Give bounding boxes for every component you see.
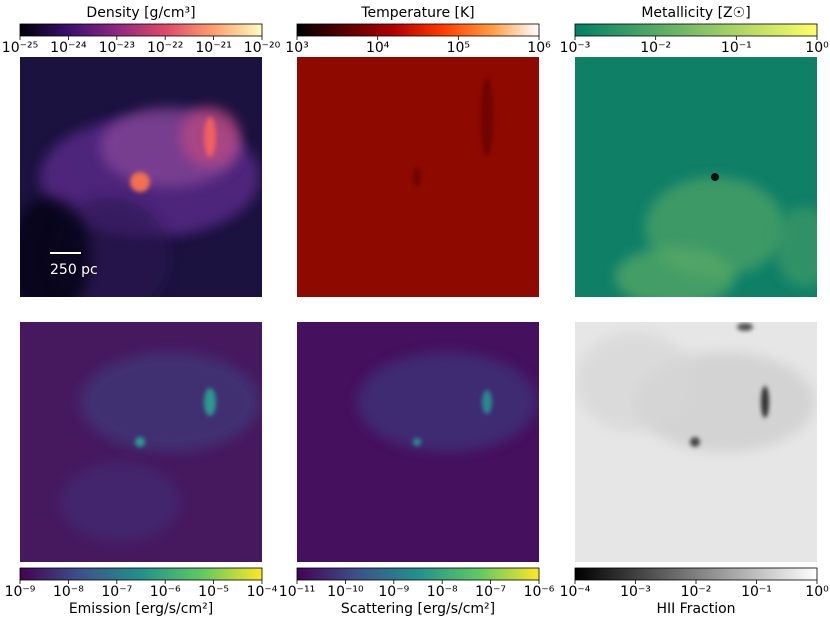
colorbar-label: Metallicity [Z☉]	[641, 5, 750, 21]
image-panel	[575, 322, 817, 562]
colorbar	[574, 567, 818, 581]
image-feature	[711, 173, 719, 181]
colorbar-tick-label: 10⁻²⁰	[244, 40, 281, 56]
colorbar-tick-label: 10⁻⁶	[150, 584, 181, 600]
colorbar-tick-label: 10⁻²⁵	[2, 40, 38, 56]
image-feature	[204, 388, 216, 416]
colorbar-tick-label: 10⁻⁸	[53, 584, 84, 600]
image-feature	[481, 77, 493, 157]
image-feature	[204, 117, 216, 157]
image-feature	[413, 167, 421, 187]
image-feature	[130, 172, 150, 192]
colorbar-tick-label: 10⁻⁴	[247, 584, 278, 600]
colorbar-tick-label: 10⁻⁶	[524, 584, 555, 600]
image-feature	[761, 386, 769, 418]
colorbar-tick-label: 10⁻¹	[721, 40, 752, 56]
image-feature	[775, 207, 817, 287]
colorbar-label: HII Fraction	[656, 601, 735, 617]
colorbar-tick-label: 10⁻⁵	[198, 584, 229, 600]
colorbar-tick-label: 10⁻²⁴	[50, 40, 87, 56]
image-panel	[297, 57, 539, 297]
image-panel	[20, 322, 262, 562]
colorbar-label: Density [g/cm³]	[86, 5, 195, 21]
colorbar	[296, 23, 540, 37]
colorbar-label: Scattering [erg/s/cm²]	[341, 601, 495, 617]
image-panel	[20, 57, 262, 297]
image-feature	[737, 323, 753, 331]
colorbar-tick-label: 10⁻⁷	[101, 584, 132, 600]
image-feature	[357, 352, 537, 452]
image-feature	[413, 438, 421, 446]
colorbar-tick-label: 10⁻⁴	[560, 584, 591, 600]
colorbar-tick-label: 10⁶	[527, 40, 551, 56]
colorbar-tick-label: 10⁻¹¹	[279, 584, 315, 600]
colorbar-tick-label: 10³	[285, 40, 308, 56]
colorbar-label: Temperature [K]	[360, 5, 474, 21]
colorbar-tick-label: 10⁰	[805, 584, 829, 600]
colorbar-tick-label: 10⁻²	[640, 40, 671, 56]
colorbar-tick-label: 10⁰	[805, 40, 829, 56]
image-feature	[575, 332, 695, 432]
image-panel	[297, 322, 539, 562]
colorbar	[296, 567, 540, 581]
image-feature	[615, 247, 735, 297]
colorbar-tick-label: 10⁻⁹	[378, 584, 409, 600]
colorbar-tick-label: 10⁻³	[620, 584, 651, 600]
colorbar-tick-label: 10⁻⁹	[5, 584, 36, 600]
image-feature	[80, 352, 260, 452]
image-feature	[135, 437, 145, 447]
colorbar-tick-label: 10⁻²	[681, 584, 712, 600]
scale-bar-label: 250 pc	[50, 262, 98, 278]
image-feature	[482, 390, 492, 414]
colorbar-tick-label: 10⁵	[447, 40, 470, 56]
colorbar-tick-label: 10⁻¹	[741, 584, 772, 600]
colorbar-tick-label: 10⁻⁸	[427, 584, 458, 600]
colorbar-tick-label: 10⁻²¹	[195, 40, 231, 56]
image-feature	[690, 437, 700, 447]
colorbar-tick-label: 10⁻¹⁰	[327, 584, 364, 600]
colorbar-tick-label: 10⁻⁷	[475, 584, 506, 600]
colorbar	[19, 23, 263, 37]
colorbar-label: Emission [erg/s/cm²]	[69, 601, 213, 617]
colorbar	[574, 23, 818, 37]
image-panel	[575, 57, 817, 297]
image-feature	[60, 462, 180, 542]
colorbar-tick-label: 10⁴	[366, 40, 390, 56]
colorbar-tick-label: 10⁻²²	[147, 40, 183, 56]
colorbar-tick-label: 10⁻²³	[99, 40, 135, 56]
colorbar-tick-label: 10⁻³	[560, 40, 591, 56]
image-feature	[20, 197, 90, 297]
colorbar	[19, 567, 263, 581]
